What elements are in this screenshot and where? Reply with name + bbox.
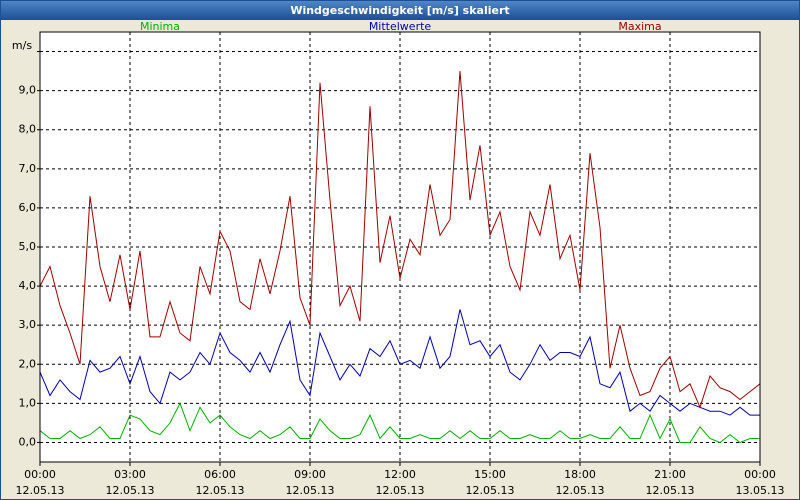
x-tick-date: 12.05.13	[466, 484, 515, 497]
x-tick-date: 12.05.13	[286, 484, 335, 497]
x-tick-label: 06:00	[204, 468, 236, 481]
x-tick-label: 18:00	[564, 468, 596, 481]
series-line	[39, 402, 760, 444]
series-line	[39, 309, 760, 416]
x-tick-label: 00:00	[744, 468, 776, 481]
plot-border	[39, 31, 761, 463]
legend-entry: Minima	[140, 20, 180, 33]
x-tick-label: 12:00	[384, 468, 416, 481]
y-tick-label: 0,0	[19, 435, 37, 448]
y-tick-label: 9,0	[19, 84, 37, 97]
y-tick-label: 5,0	[19, 240, 37, 253]
y-tick-label: 7,0	[19, 162, 37, 175]
title-bar	[1, 1, 799, 20]
x-tick-date: 12.05.13	[646, 484, 695, 497]
x-tick-label: 03:00	[114, 468, 146, 481]
x-tick-date: 12.05.13	[376, 484, 425, 497]
x-tick-date: 12.05.13	[106, 484, 155, 497]
legend-entry: Maxima	[618, 20, 661, 33]
series-line	[39, 71, 761, 409]
x-tick-label: 00:00	[24, 468, 56, 481]
y-tick-label: 3,0	[19, 318, 37, 331]
x-tick-date: 12.05.13	[196, 484, 245, 497]
y-tick-label: 6,0	[19, 201, 37, 214]
y-axis-label: m/s	[12, 39, 32, 52]
legend-entry: Mittelwerte	[369, 20, 432, 33]
chart-title: Windgeschwindigkeit [m/s] skaliert	[290, 4, 509, 17]
x-tick-date: 12.05.13	[16, 484, 65, 497]
x-tick-label: 09:00	[294, 468, 326, 481]
x-tick-date: 12.05.13	[556, 484, 605, 497]
y-tick-label: 4,0	[19, 279, 37, 292]
y-tick-label: 1,0	[19, 396, 37, 409]
y-tick-label: 2,0	[19, 357, 37, 370]
x-tick-date: 13.05.13	[736, 484, 785, 497]
y-tick-label: 8,0	[19, 123, 37, 136]
x-tick-label: 15:00	[474, 468, 506, 481]
x-tick-label: 21:00	[654, 468, 686, 481]
